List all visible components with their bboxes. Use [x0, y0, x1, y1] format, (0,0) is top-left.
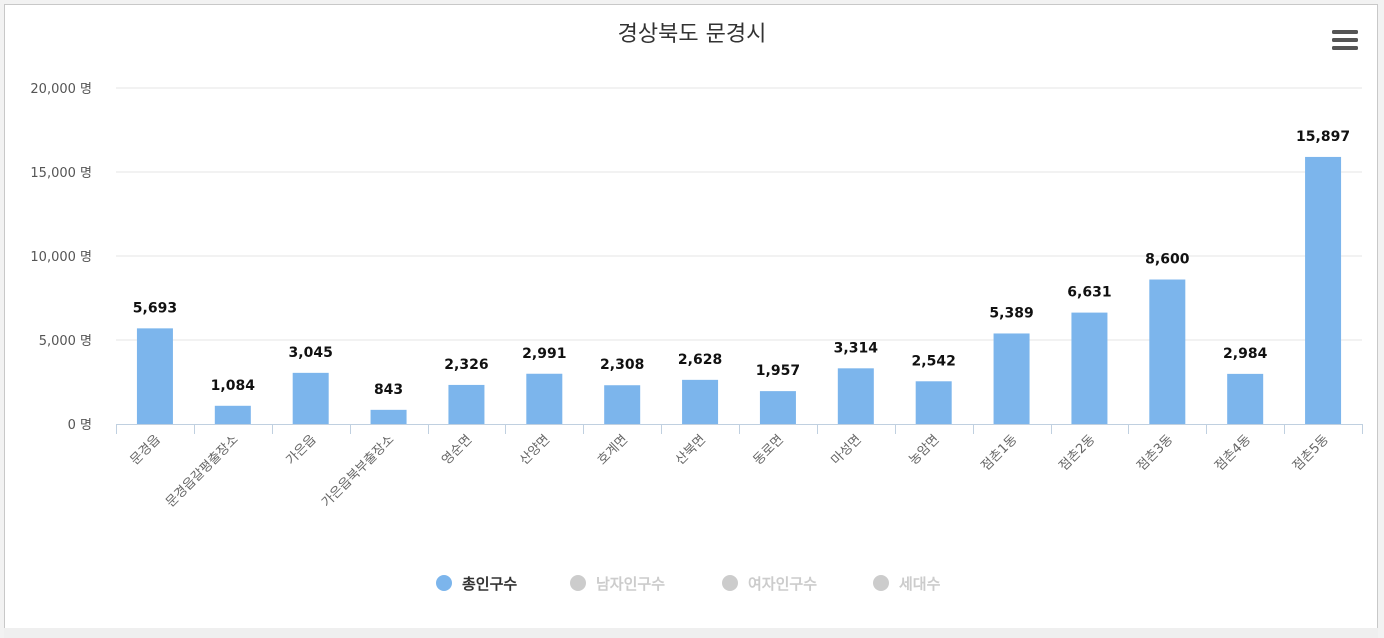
chart-title: 경상북도 문경시	[618, 22, 767, 47]
x-tick-label: 점촌4동	[1212, 432, 1254, 474]
data-label: 1,084	[211, 378, 256, 394]
bar[interactable]	[136, 328, 173, 424]
data-label: 2,991	[522, 346, 566, 362]
x-tick-label: 마성면	[829, 432, 865, 468]
bar[interactable]	[292, 372, 329, 424]
bar[interactable]	[1227, 373, 1264, 424]
legend-item[interactable]: 여자인구수	[722, 575, 817, 593]
bar[interactable]	[915, 381, 952, 424]
data-label: 843	[374, 382, 403, 398]
x-tick-label: 점촌3동	[1134, 432, 1176, 474]
data-label: 6,631	[1067, 285, 1111, 301]
chart-container	[4, 4, 1378, 632]
x-tick-label: 가은읍북부출장소	[319, 432, 397, 510]
legend-label: 남자인구수	[596, 575, 665, 593]
y-tick-label: 0 명	[68, 418, 92, 433]
bar[interactable]	[214, 405, 251, 424]
bars	[136, 156, 1342, 424]
x-tick-label: 산북면	[673, 432, 709, 468]
legend-marker	[570, 575, 586, 591]
y-axis-labels: 0 명 5,000 명 10,000 명 15,000 명 20,000 명	[30, 82, 92, 433]
bar[interactable]	[526, 373, 563, 424]
x-tick-label: 가은읍	[284, 432, 320, 468]
bar[interactable]	[682, 379, 719, 424]
data-label: 5,693	[133, 300, 177, 316]
data-label: 2,542	[912, 353, 956, 369]
bar[interactable]	[759, 391, 796, 424]
data-label: 2,628	[678, 352, 722, 368]
legend-label: 총인구수	[462, 575, 517, 593]
legend-marker	[873, 575, 889, 591]
data-label: 5,389	[989, 305, 1033, 321]
y-tick-label: 5,000 명	[39, 334, 92, 349]
data-label: 8,600	[1145, 252, 1190, 268]
x-tick-label: 호계면	[595, 432, 631, 468]
legend-item[interactable]: 세대수	[873, 575, 941, 593]
legend-marker	[436, 575, 452, 591]
bar[interactable]	[604, 385, 641, 424]
data-label: 2,984	[1223, 346, 1268, 362]
legend-marker	[722, 575, 738, 591]
bar[interactable]	[448, 384, 485, 424]
y-tick-label: 10,000 명	[30, 250, 92, 265]
legend: 총인구수 남자인구수 여자인구수 세대수	[436, 575, 941, 593]
x-tick-label: 점촌2동	[1056, 432, 1098, 474]
bar[interactable]	[1305, 156, 1342, 424]
x-tick-label: 산양면	[517, 432, 553, 468]
legend-label: 여자인구수	[748, 575, 817, 593]
legend-item[interactable]: 남자인구수	[570, 575, 665, 593]
bar[interactable]	[1071, 312, 1108, 424]
bar[interactable]	[370, 409, 407, 424]
data-label: 1,957	[756, 363, 800, 379]
data-labels: 5,693 1,084 3,045 843 2,326 2,991 2,308 2,628 1,…	[133, 129, 1350, 398]
x-tick-label: 점촌5동	[1290, 432, 1332, 474]
hamburger-menu-icon[interactable]	[1328, 26, 1362, 56]
data-label: 2,308	[600, 357, 644, 373]
x-tick-label: 문경읍갈평출장소	[163, 432, 241, 510]
x-tick-label: 문경읍	[128, 432, 164, 468]
data-label: 3,314	[834, 340, 879, 356]
data-label: 15,897	[1296, 129, 1350, 145]
y-tick-label: 20,000 명	[30, 82, 92, 97]
data-label: 3,045	[289, 345, 333, 361]
x-tick-label: 동로면	[751, 432, 787, 468]
x-axis: 문경읍 문경읍갈평출장소 가은읍 가은읍북부출장소 영순면 산양면 호계면 산북면 동로면 마성면…	[116, 424, 1363, 510]
x-tick-label: 농암면	[907, 432, 943, 468]
x-tick-label: 영순면	[439, 432, 475, 468]
bottom-strip	[4, 628, 1378, 638]
bar[interactable]	[1149, 279, 1186, 424]
legend-label: 세대수	[899, 575, 941, 593]
legend-item[interactable]: 총인구수	[436, 575, 517, 593]
x-tick-label: 점촌1동	[979, 432, 1021, 474]
y-tick-label: 15,000 명	[30, 166, 92, 181]
bar[interactable]	[837, 368, 874, 424]
bar[interactable]	[993, 333, 1030, 424]
data-label: 2,326	[444, 357, 488, 373]
